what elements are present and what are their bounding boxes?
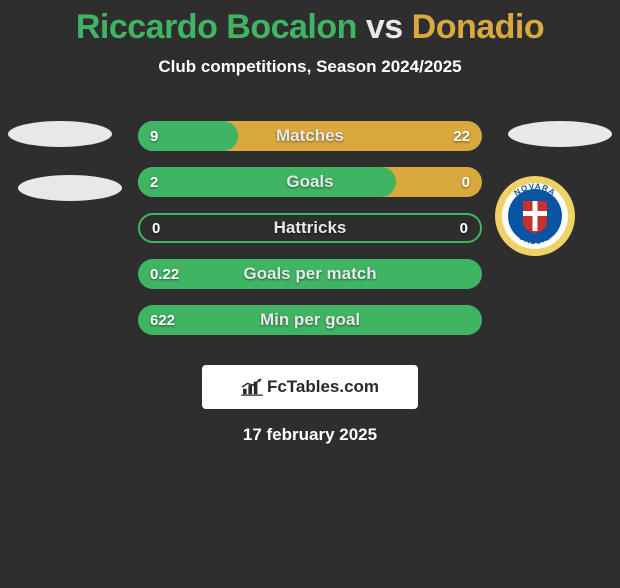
club-badge: NOVARA CALCIO [494,175,576,257]
stat-row: Min per goal622 [138,305,482,335]
club-badge-svg: NOVARA CALCIO [494,175,576,257]
comparison-title: Riccardo Bocalon vs Donadio [0,8,620,47]
player2-name: Donadio [412,8,544,46]
stat-label: Min per goal [138,310,482,330]
stat-label: Matches [138,126,482,146]
stat-row: Hattricks0 0 [138,213,482,243]
player1-photo-placeholder [8,121,112,147]
stat-label: Goals per match [138,264,482,284]
player1-name: Riccardo Bocalon [76,8,357,46]
stat-label: Goals [138,172,482,192]
vs-text: vs [366,8,403,46]
bar-chart-icon [241,378,263,396]
stat-row: Goals per match0.22 [138,259,482,289]
stat-value-left: 622 [150,312,175,329]
branding-text: FcTables.com [267,377,379,397]
branding-box[interactable]: FcTables.com [202,365,418,409]
stat-value-right: 22 [453,128,470,145]
stat-label: Hattricks [140,218,480,238]
stat-value-left: 0.22 [150,266,179,283]
subtitle: Club competitions, Season 2024/2025 [0,57,620,77]
stat-value-left: 9 [150,128,158,145]
stat-value-right: 0 [462,174,470,191]
stats-chart: NOVARA CALCIO Matches922Goals20Hattricks… [0,105,620,345]
stat-value-left: 0 [152,220,160,237]
stat-row: Matches9 22 [138,121,482,151]
stat-value-left: 2 [150,174,158,191]
stat-row: Goals2 0 [138,167,482,197]
date-text: 17 february 2025 [0,425,620,445]
stat-value-right: 0 [460,220,468,237]
player1-photo-placeholder-2 [18,175,122,201]
player2-photo-placeholder [508,121,612,147]
